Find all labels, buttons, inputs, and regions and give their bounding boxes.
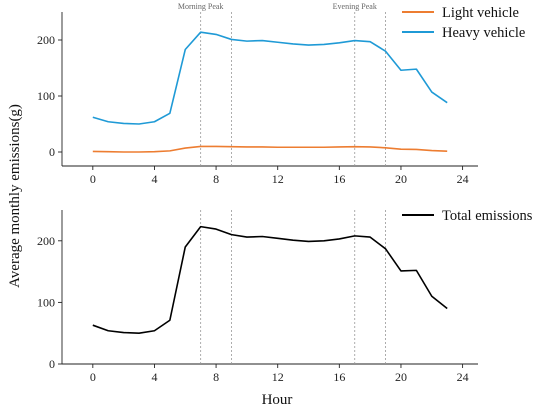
legend-label: Heavy vehicle [442, 25, 525, 41]
y-tick-label: 0 [49, 357, 55, 371]
x-tick-label: 24 [457, 370, 469, 384]
x-tick-label: 16 [333, 370, 345, 384]
series-line-total-emissions [92, 225, 448, 335]
x-tick-label: 12 [272, 172, 284, 186]
x-tick-label: 4 [151, 172, 157, 186]
x-tick-label: 24 [457, 172, 469, 186]
x-tick-label: 16 [333, 172, 345, 186]
legend-label: Total emissions [442, 208, 533, 224]
series-line-light-vehicle [92, 145, 448, 153]
y-axis-title: Average monthly emissions(g) [7, 104, 23, 288]
top-panel: 0 100 200 0 4 8 12 16 20 24 Morning Peak Evening Pe… [37, 2, 525, 186]
x-tick-label: 20 [395, 172, 407, 186]
x-axis-title: Hour [262, 392, 293, 408]
y-tick-label: 100 [37, 89, 55, 103]
y-tick-label: 200 [37, 234, 55, 248]
y-tick-label: 0 [49, 145, 55, 159]
series-line-heavy-vehicle [92, 31, 448, 125]
bottom-panel: 0 100 200 0 4 8 12 16 20 24 Total emissions [37, 208, 533, 384]
y-tick-label: 200 [37, 33, 55, 47]
x-tick-label: 8 [213, 172, 219, 186]
x-tick-label: 8 [213, 370, 219, 384]
x-tick-label: 12 [272, 370, 284, 384]
y-tick-label: 100 [37, 295, 55, 309]
evening-peak-label: Evening Peak [333, 2, 377, 11]
x-tick-label: 0 [90, 370, 96, 384]
legend-label: Light vehicle [442, 5, 519, 21]
x-tick-label: 4 [151, 370, 157, 384]
x-tick-label: 0 [90, 172, 96, 186]
morning-peak-label: Morning Peak [178, 2, 224, 11]
x-tick-label: 20 [395, 370, 407, 384]
